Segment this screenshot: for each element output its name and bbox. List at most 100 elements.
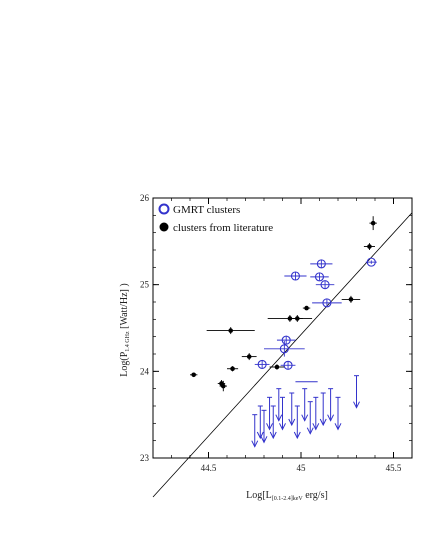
upper-limit-arrows — [251, 375, 360, 448]
upper-limit-head — [256, 431, 264, 440]
upper-limit-arrow — [353, 375, 360, 409]
filled-circle-marker — [191, 372, 196, 378]
x-axis-label-tail: erg/s] — [303, 490, 328, 501]
open-circle-marker — [290, 271, 301, 281]
literature-point — [227, 366, 239, 372]
filled-circle-marker — [230, 366, 235, 372]
upper-limit-head — [353, 401, 360, 409]
fit-line-group — [152, 212, 413, 498]
x-tick-label: 44.5 — [201, 463, 217, 473]
upper-limit-head — [319, 418, 327, 427]
gmrt-point — [280, 360, 296, 370]
x-tick-label: 45 — [297, 463, 307, 473]
upper-limit-arrow — [327, 388, 335, 422]
upper-limit-arrow — [312, 396, 320, 431]
x-axis-label-main: Log[L — [246, 490, 272, 501]
axis-ticks: 44.5 45 45.5 23 24 25 26 — [140, 193, 412, 473]
upper-limit-arrow — [293, 405, 301, 440]
y-axis-label-tail: [Watt/Hz] ) — [119, 283, 130, 331]
gmrt-point — [312, 298, 342, 308]
literature-point — [341, 295, 361, 303]
upper-limit-head — [275, 414, 283, 422]
y-axis-label-main: Log(P — [119, 351, 130, 376]
filled-circle-marker — [274, 364, 280, 370]
filled-circle-marker — [295, 316, 300, 321]
upper-limit-arrow — [334, 396, 342, 431]
open-circle-marker — [283, 360, 293, 370]
upper-limit-head — [269, 431, 277, 440]
upper-limit-head — [266, 423, 273, 431]
open-circle-marker — [314, 272, 325, 282]
literature-point — [206, 327, 255, 335]
gmrt-point — [365, 257, 377, 267]
gmrt-point — [254, 359, 270, 369]
literature-point — [241, 353, 257, 361]
upper-limit-arrow — [251, 414, 259, 448]
upper-limit-head — [334, 423, 342, 431]
filled-circle-marker — [348, 297, 354, 302]
filled-circle-marker — [367, 244, 372, 249]
upper-limit-head — [279, 423, 286, 431]
open-circle-marker — [320, 280, 330, 290]
y-tick-label: 23 — [140, 453, 150, 463]
literature-point — [190, 372, 198, 378]
upper-limit-arrow — [269, 405, 277, 440]
gmrt-point — [276, 335, 296, 345]
upper-limit-head — [312, 423, 320, 431]
open-circle-marker — [366, 257, 376, 267]
upper-limit-arrow — [279, 396, 286, 431]
literature-point — [369, 216, 377, 231]
legend-label-gmrt: GMRT clusters — [173, 204, 240, 216]
upper-limit-head — [288, 418, 296, 427]
literature-point — [269, 364, 285, 370]
upper-limit-head — [260, 436, 268, 444]
filled-circle-marker — [287, 316, 293, 321]
filled-circle-marker — [221, 383, 226, 389]
upper-limit-head — [301, 414, 309, 422]
y-tick-label: 25 — [140, 280, 150, 290]
gmrt-point — [284, 271, 307, 281]
y-axis-label: Log(P1.4 GHz [Watt/Hz] ) — [119, 283, 131, 376]
literature-point — [219, 380, 227, 392]
upper-limit-head — [251, 440, 259, 448]
gmrt-point — [264, 341, 305, 357]
upper-limit-arrow — [301, 388, 309, 422]
literature-point — [291, 315, 303, 322]
x-tick-label: 45.5 — [386, 463, 402, 473]
open-circle-marker — [257, 359, 267, 369]
upper-limit-arrow — [266, 396, 273, 431]
upper-limit-arrow — [319, 392, 327, 427]
legend-marker-gmrt — [158, 203, 170, 215]
literature-point — [267, 315, 313, 322]
upper-limit-head — [293, 431, 301, 440]
legend: GMRT clusters clusters from literature — [158, 203, 273, 234]
upper-limit-head — [306, 427, 314, 435]
filled-circle-marker — [370, 220, 376, 226]
literature-point — [302, 305, 311, 311]
upper-limit-arrow — [256, 405, 264, 440]
gmrt-point — [310, 259, 333, 269]
upper-limit-head — [327, 414, 335, 422]
data-series — [190, 216, 377, 392]
x-axis-label: Log[L[0.1-2.4]keV erg/s] — [246, 490, 328, 502]
filled-circle-marker — [304, 305, 309, 311]
legend-marker-literature — [159, 222, 169, 232]
open-circle-marker — [279, 344, 289, 354]
open-circle-marker — [322, 298, 332, 308]
upper-limit-arrow — [275, 388, 283, 422]
gmrt-point — [310, 272, 329, 282]
open-circle-marker — [281, 335, 291, 345]
upper-limit-arrow — [306, 401, 314, 435]
y-axis-label-sub: 1.4 GHz — [125, 331, 131, 352]
filled-circle-marker — [246, 354, 252, 359]
open-circle-marker — [316, 259, 326, 269]
legend-label-literature: clusters from literature — [173, 222, 273, 234]
literature-point — [363, 243, 375, 250]
upper-limit-arrow — [288, 392, 296, 427]
y-tick-label: 26 — [140, 193, 150, 203]
fit-line — [152, 212, 413, 498]
filled-circle-marker — [228, 328, 233, 333]
gmrt-point — [315, 280, 335, 290]
x-axis-label-sub: [0.1-2.4]keV — [272, 496, 304, 502]
